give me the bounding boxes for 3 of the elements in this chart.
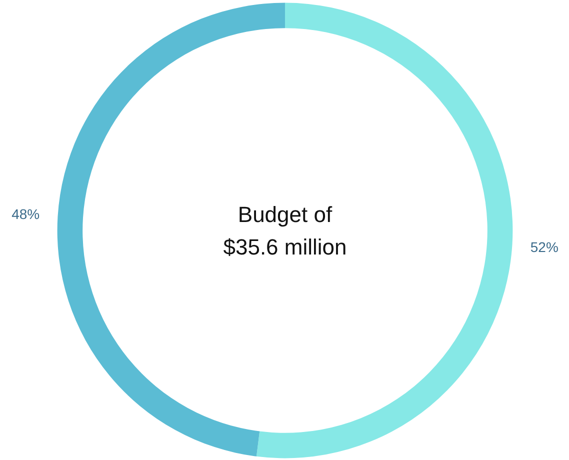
data-label: 52% bbox=[530, 238, 558, 255]
text: Budget of $35.6 million bbox=[223, 202, 347, 260]
data-label: 48% bbox=[12, 206, 40, 222]
